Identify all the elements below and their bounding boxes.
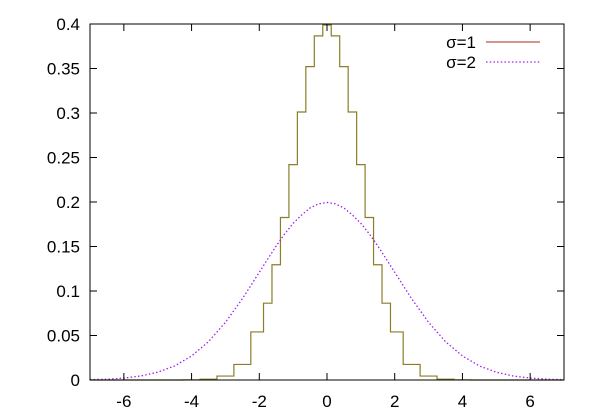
labels-layer: 0 0.05 0.1 0.15 0.2 0.25 0.3 0.35 0.4 -6 -4 -2 0 2 4 6 — [47, 15, 535, 411]
y-tick-label: 0.25 — [47, 149, 80, 168]
x-tick-label: 0 — [322, 392, 331, 411]
y-tick-label: 0 — [71, 371, 80, 390]
series-line-sigma2 — [89, 201, 565, 381]
y-tick-label: 0.2 — [56, 193, 80, 212]
y-tick-label: 0.4 — [56, 15, 80, 34]
y-tick-label: 0.3 — [56, 104, 80, 123]
x-tick-label: -4 — [184, 392, 199, 411]
legend-label: σ=2 — [446, 53, 476, 72]
y-tick-label: 0.1 — [56, 282, 80, 301]
plot-frame — [89, 23, 565, 381]
x-tick-label: -2 — [252, 392, 267, 411]
x-tick-label: 4 — [458, 392, 467, 411]
x-tick-label: -6 — [116, 392, 131, 411]
y-tick-label: 0.05 — [47, 327, 80, 346]
y-tick-label: 0.35 — [47, 60, 80, 79]
legend: σ=1σ=2 — [446, 33, 540, 72]
x-tick-label: 6 — [525, 392, 534, 411]
y-tick-label: 0.15 — [47, 238, 80, 257]
x-tick-label: 2 — [390, 392, 399, 411]
legend-label: σ=1 — [446, 33, 476, 52]
